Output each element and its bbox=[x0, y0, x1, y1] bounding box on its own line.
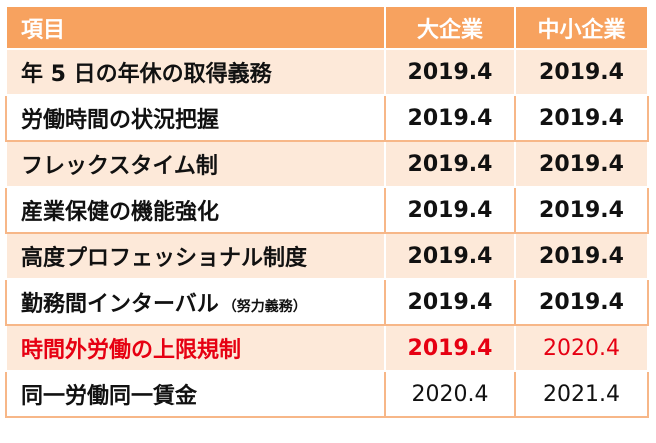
row-large-company-date: 2020.4 bbox=[384, 370, 516, 418]
row-item-label: 高度プロフェッショナル制度 bbox=[5, 232, 386, 280]
table-row: 時間外労働の上限規制 2019.4 2020.4 bbox=[5, 324, 649, 372]
row-item-note: （努力義務） bbox=[222, 299, 307, 315]
row-large-company-date: 2019.4 bbox=[384, 232, 516, 280]
row-item-label: 産業保健の機能強化 bbox=[5, 186, 386, 234]
row-large-company-date: 2019.4 bbox=[384, 140, 516, 188]
row-item-text: 勤務間インターバル bbox=[21, 292, 219, 317]
table-row: 年 5 日の年休の取得義務 2019.4 2019.4 bbox=[5, 48, 649, 96]
row-small-company-date: 2019.4 bbox=[514, 94, 649, 142]
row-small-company-date: 2019.4 bbox=[514, 48, 649, 96]
row-item-label: 勤務間インターバル （努力義務） bbox=[5, 278, 386, 326]
table-row: 同一労働同一賃金 2020.4 2021.4 bbox=[5, 370, 649, 418]
row-large-company-date: 2019.4 bbox=[384, 324, 516, 372]
row-item-label: 年 5 日の年休の取得義務 bbox=[5, 48, 386, 96]
schedule-table: 項目 大企業 中小企業 年 5 日の年休の取得義務 2019.4 2019.4 労働時… bbox=[5, 5, 649, 418]
table-row: 産業保健の機能強化 2019.4 2019.4 bbox=[5, 186, 649, 234]
table-row: 勤務間インターバル （努力義務） 2019.4 2019.4 bbox=[5, 278, 649, 326]
table-row: 労働時間の状況把握 2019.4 2019.4 bbox=[5, 94, 649, 142]
header-large-company: 大企業 bbox=[384, 5, 516, 50]
header-small-company: 中小企業 bbox=[514, 5, 649, 50]
row-item-text: 時間外労働の上限規制 bbox=[21, 338, 242, 363]
row-item-label: 時間外労働の上限規制 bbox=[5, 324, 386, 372]
schedule-table-container: 項目 大企業 中小企業 年 5 日の年休の取得義務 2019.4 2019.4 労働時… bbox=[5, 5, 649, 418]
row-item-label: 同一労働同一賃金 bbox=[5, 370, 386, 418]
row-small-company-date: 2020.4 bbox=[514, 324, 649, 372]
table-header-row: 項目 大企業 中小企業 bbox=[5, 5, 649, 50]
row-item-text: 年 5 日の年休の取得義務 bbox=[21, 62, 272, 87]
row-item-text: 産業保健の機能強化 bbox=[21, 200, 220, 225]
row-small-company-date: 2019.4 bbox=[514, 232, 649, 280]
row-large-company-date: 2019.4 bbox=[384, 186, 516, 234]
row-item-text: 労働時間の状況把握 bbox=[21, 108, 220, 133]
row-item-label: フレックスタイム制 bbox=[5, 140, 386, 188]
row-item-text: 高度プロフェッショナル制度 bbox=[21, 246, 308, 271]
table-row: 高度プロフェッショナル制度 2019.4 2019.4 bbox=[5, 232, 649, 280]
table-row: フレックスタイム制 2019.4 2019.4 bbox=[5, 140, 649, 188]
row-item-text: フレックスタイム制 bbox=[21, 154, 218, 179]
row-small-company-date: 2019.4 bbox=[514, 140, 649, 188]
row-small-company-date: 2019.4 bbox=[514, 278, 649, 326]
row-small-company-date: 2019.4 bbox=[514, 186, 649, 234]
header-item: 項目 bbox=[5, 5, 386, 50]
row-item-label: 労働時間の状況把握 bbox=[5, 94, 386, 142]
row-small-company-date: 2021.4 bbox=[514, 370, 649, 418]
row-item-text: 同一労働同一賃金 bbox=[21, 384, 198, 409]
row-large-company-date: 2019.4 bbox=[384, 48, 516, 96]
table-body: 年 5 日の年休の取得義務 2019.4 2019.4 労働時間の状況把握 2019.4… bbox=[5, 48, 649, 418]
row-large-company-date: 2019.4 bbox=[384, 94, 516, 142]
row-large-company-date: 2019.4 bbox=[384, 278, 516, 326]
